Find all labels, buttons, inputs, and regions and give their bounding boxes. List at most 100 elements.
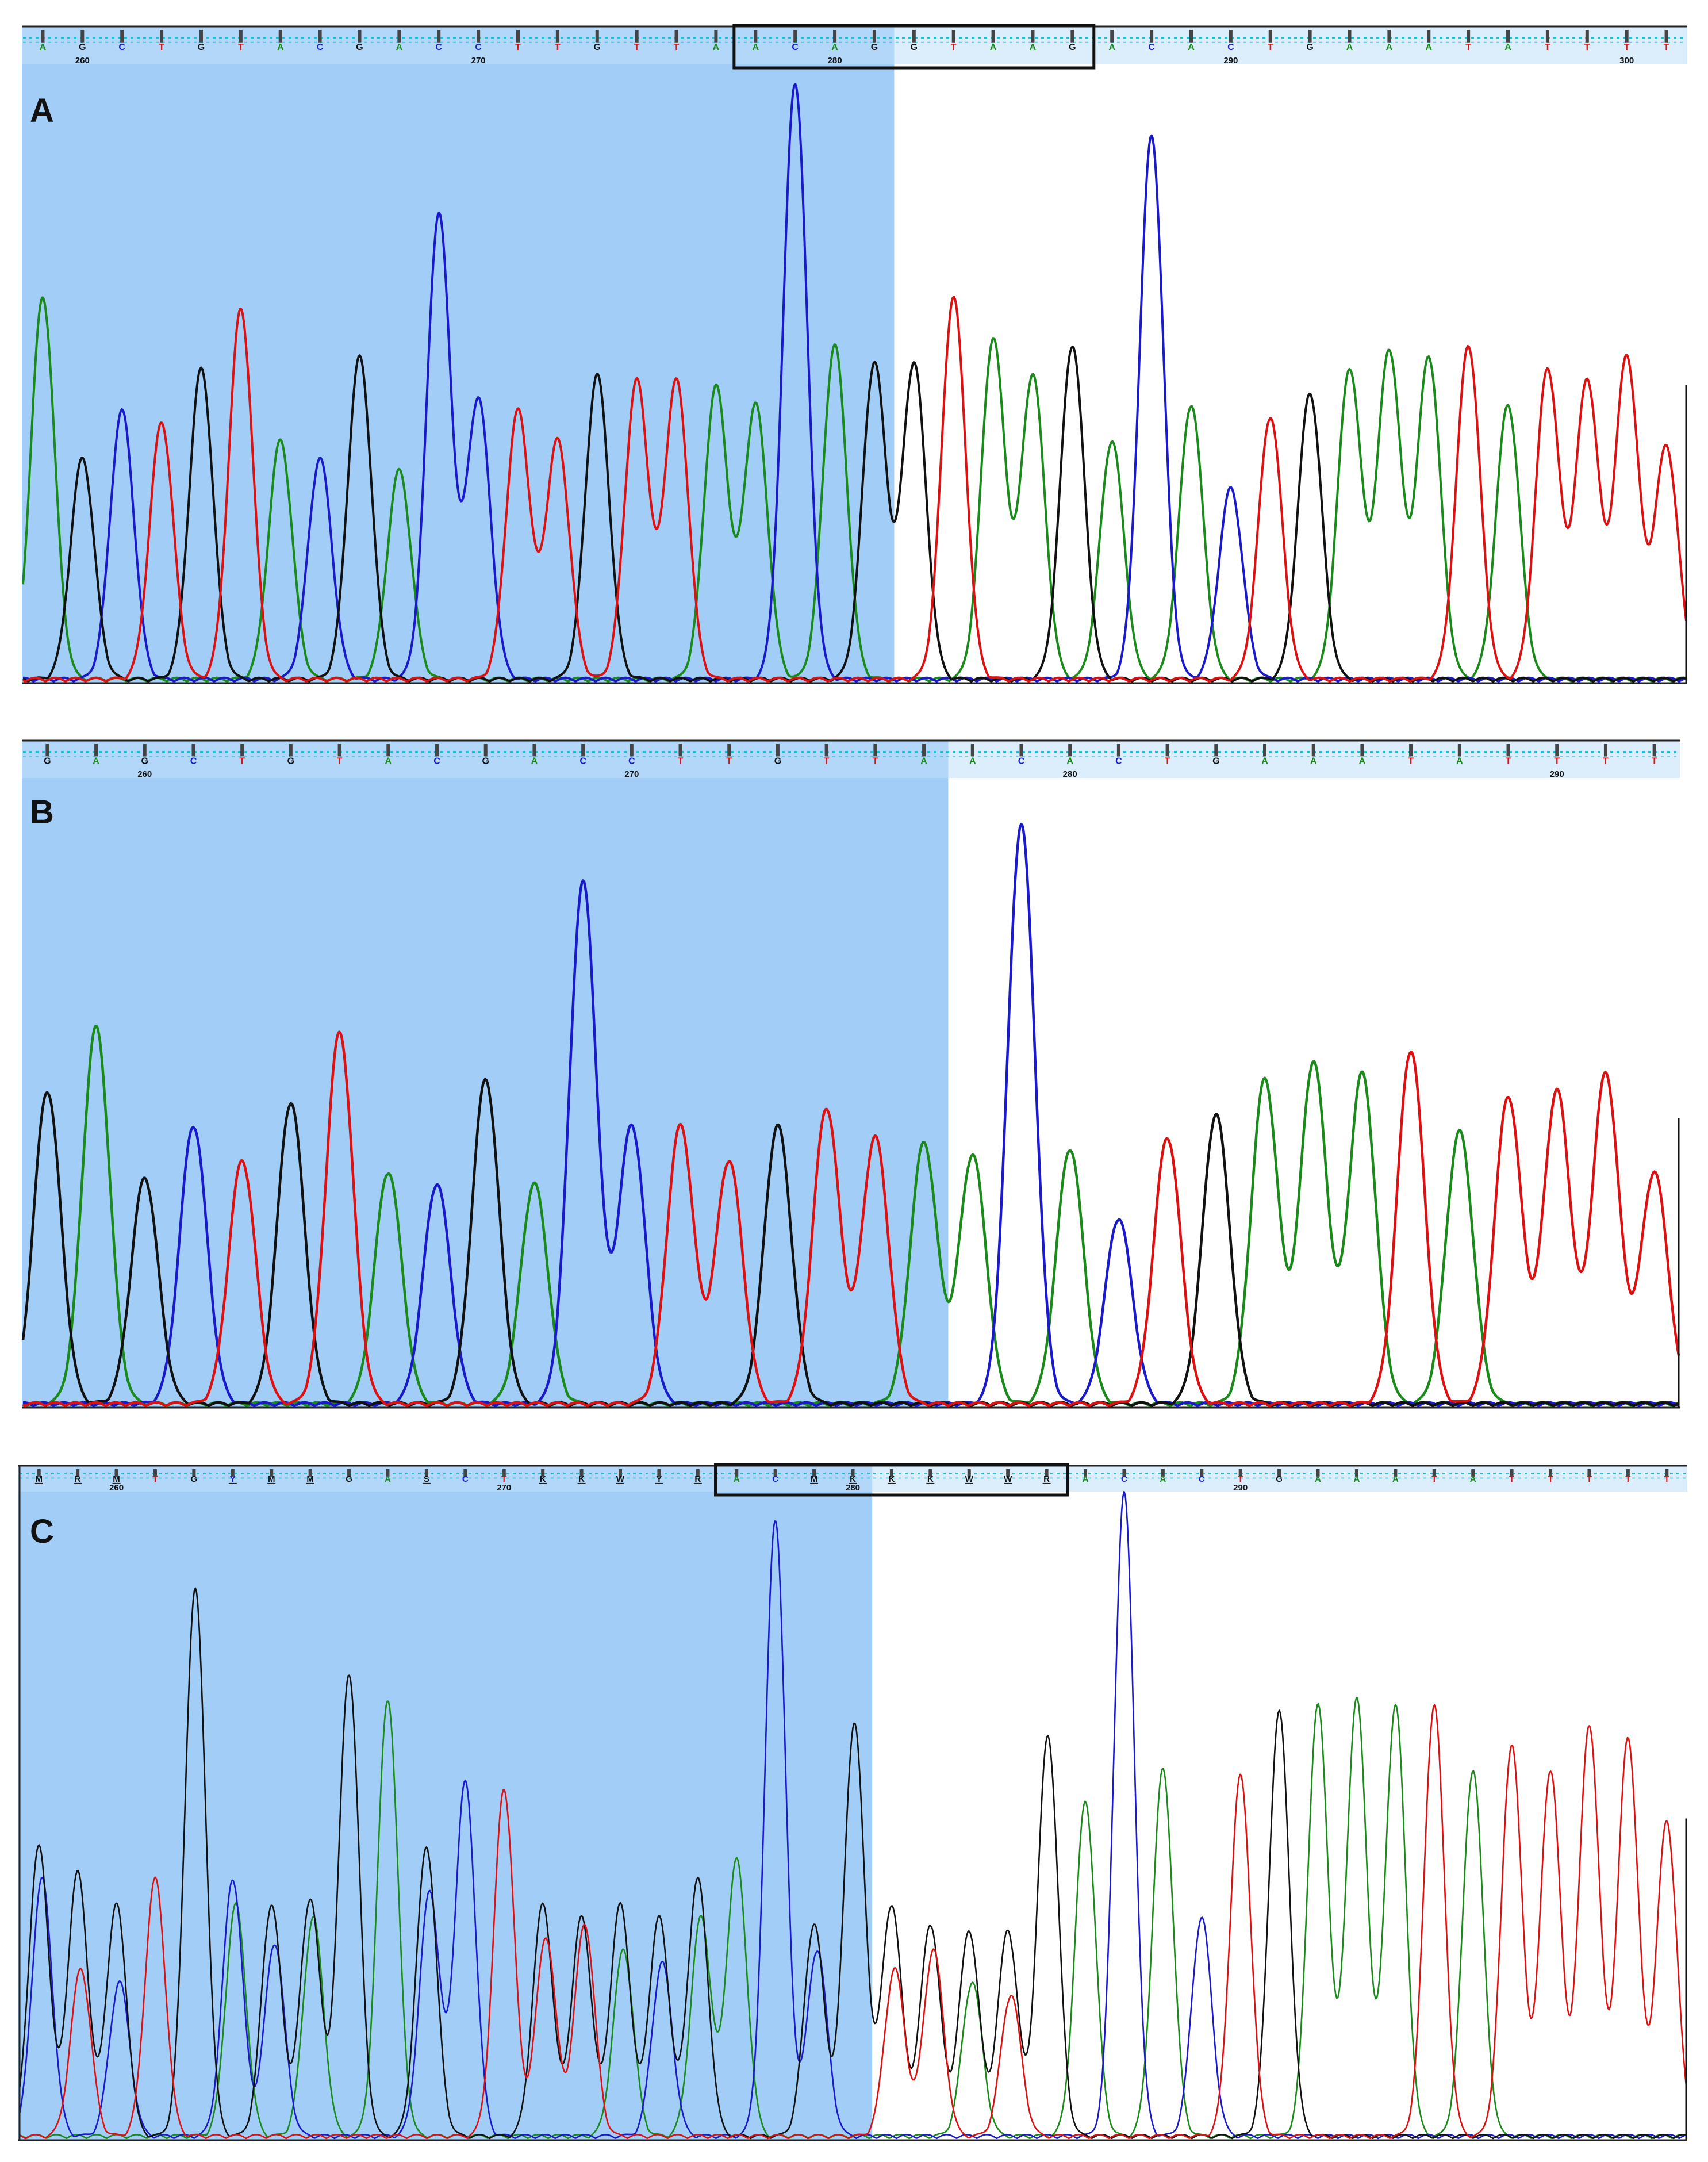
- base-call-label: G: [141, 756, 148, 766]
- base-call-label: R: [1043, 1474, 1050, 1484]
- base-call-label: K: [540, 1474, 546, 1484]
- base-call-label: M: [811, 1474, 818, 1484]
- base-call-label: G: [79, 43, 86, 52]
- position-label: 290: [1223, 56, 1238, 66]
- base-call-label: C: [579, 756, 586, 766]
- base-call-label: G: [356, 43, 363, 52]
- base-call-label: G: [346, 1474, 352, 1484]
- base-call-label: C: [1121, 1474, 1127, 1484]
- trace-G: [21, 1078, 1679, 1408]
- base-call-label: A: [1160, 1474, 1166, 1484]
- boxed-region: [714, 1463, 1069, 1497]
- base-call-label: T: [1509, 1474, 1514, 1484]
- position-label: 260: [75, 56, 90, 66]
- base-call-label: A: [1392, 1474, 1399, 1484]
- base-call-label: C: [772, 1474, 778, 1484]
- trace-C: [23, 83, 1687, 683]
- base-call-label: K: [888, 1474, 895, 1484]
- base-call-label: T: [1238, 1474, 1243, 1484]
- base-call-label: T: [1584, 43, 1590, 52]
- base-call-label: A: [1108, 43, 1115, 52]
- base-call-label: C: [475, 43, 482, 52]
- base-call-label: T: [239, 756, 245, 766]
- highlight-region: [22, 26, 895, 683]
- base-call-label: G: [482, 756, 489, 766]
- base-call-label: A: [969, 756, 976, 766]
- position-label: 300: [1619, 56, 1634, 66]
- base-call-label: A: [93, 756, 99, 766]
- base-call-label: T: [1625, 1474, 1630, 1484]
- base-call-label: A: [831, 43, 838, 52]
- panel-B: G A G C T G T A C G A C C T T G T T A A C A C T G A A A T A T T T T 260 270…: [21, 739, 1680, 1409]
- position-label: 260: [137, 769, 152, 779]
- base-call-label: M: [113, 1474, 120, 1484]
- base-call-label: A: [990, 43, 997, 52]
- base-call-label: C: [628, 756, 635, 766]
- base-call-label: K: [927, 1474, 934, 1484]
- base-call-label: A: [1066, 756, 1073, 766]
- base-call-label: T: [1165, 756, 1170, 766]
- panel-label: A: [30, 92, 54, 129]
- base-call-label: T: [1624, 43, 1630, 52]
- base-call-label: T: [674, 43, 680, 52]
- base-call-label: A: [1456, 756, 1463, 766]
- base-call-label: A: [531, 756, 538, 766]
- base-call-label: C: [1148, 43, 1155, 52]
- base-call-label: G: [1212, 756, 1219, 766]
- base-call-label: Y: [656, 1474, 662, 1484]
- base-call-label: T: [951, 43, 957, 52]
- position-label: 280: [846, 1483, 860, 1493]
- trace-T: [19, 1704, 1687, 2140]
- trace-T: [22, 1030, 1680, 1408]
- highlight-region: [18, 1466, 873, 2140]
- base-call-label: T: [515, 43, 521, 52]
- position-label: 260: [109, 1483, 124, 1493]
- base-call-label: C: [1115, 756, 1122, 766]
- position-label: 290: [1233, 1483, 1248, 1493]
- base-call-label: C: [190, 756, 197, 766]
- base-call-label: C: [1018, 756, 1025, 766]
- base-call-label: G: [44, 756, 51, 766]
- position-label: 290: [1550, 769, 1564, 779]
- base-call-label: T: [678, 756, 684, 766]
- base-call-label: T: [1652, 756, 1657, 766]
- base-call-label: M: [306, 1474, 314, 1484]
- position-label: 270: [497, 1483, 511, 1493]
- base-call-label: A: [1261, 756, 1268, 766]
- base-call-label: A: [1425, 43, 1432, 52]
- base-call-label: T: [1554, 756, 1560, 766]
- base-call-label: A: [1346, 43, 1353, 52]
- base-call-label: G: [1306, 43, 1313, 52]
- base-call-label: T: [1268, 43, 1273, 52]
- base-call-label: G: [1276, 1474, 1283, 1484]
- base-call-label: T: [1408, 756, 1414, 766]
- base-call-label: T: [337, 756, 343, 766]
- base-call-label: W: [965, 1474, 974, 1484]
- base-call-label: M: [268, 1474, 275, 1484]
- base-call-label: C: [118, 43, 125, 52]
- base-call-label: K: [850, 1474, 856, 1484]
- base-call-label: C: [433, 756, 440, 766]
- base-call-label: G: [871, 43, 878, 52]
- base-call-label: W: [1004, 1474, 1012, 1484]
- base-call-label: G: [198, 43, 205, 52]
- ruler-strip: [22, 26, 1687, 64]
- ruler-strip: [22, 741, 1680, 778]
- base-call-label: G: [774, 756, 781, 766]
- base-call-label: G: [911, 43, 918, 52]
- base-call-label: C: [462, 1474, 469, 1484]
- base-call-label: A: [713, 43, 720, 52]
- base-call-label: C: [435, 43, 442, 52]
- base-call-label: T: [1664, 1474, 1669, 1484]
- base-call-label: S: [424, 1474, 429, 1484]
- base-call-label: K: [578, 1474, 585, 1484]
- position-label: 280: [1063, 769, 1077, 779]
- position-label: 280: [828, 56, 842, 66]
- base-call-label: A: [40, 43, 47, 52]
- base-call-label: G: [191, 1474, 198, 1484]
- base-call-label: T: [1548, 1474, 1553, 1484]
- base-call-label: R: [75, 1474, 81, 1484]
- base-call-label: C: [317, 43, 324, 52]
- base-call-label: T: [159, 43, 164, 52]
- base-call-label: T: [1603, 756, 1609, 766]
